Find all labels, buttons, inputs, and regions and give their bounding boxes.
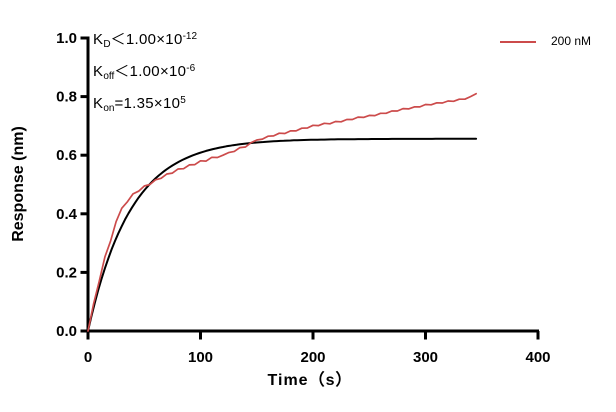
y-axis-title: Response (nm)	[10, 126, 27, 242]
x-tick-label: 400	[525, 349, 550, 366]
k-exponent: -12	[182, 31, 198, 42]
kinetics-annotation: KD＜1.00×10-12 Koff＜1.00×10-6 Kon=1.35×10…	[93, 25, 197, 121]
y-tick-label: 1.0	[56, 30, 77, 47]
kinetics-annotation-line-koff: Koff＜1.00×10-6	[93, 57, 197, 89]
k-exponent: -6	[186, 63, 196, 74]
kinetics-annotation-line-kon: Kon=1.35×105	[93, 89, 197, 121]
k-exponent: 5	[180, 95, 186, 106]
x-tick-label: 0	[84, 349, 92, 366]
y-tick-label: 0.0	[56, 323, 77, 340]
k-subscript: off	[103, 71, 115, 82]
x-tick-label: 100	[188, 349, 213, 366]
k-symbol: K	[93, 31, 104, 48]
y-tick-label: 0.8	[56, 89, 77, 106]
legend-line-200nM	[500, 41, 536, 43]
k-subscript: D	[103, 39, 111, 50]
k-value: =1.35×10	[114, 95, 181, 112]
kinetics-annotation-line-kd: KD＜1.00×10-12	[93, 25, 197, 57]
x-axis-title: Time（s）	[267, 372, 353, 389]
measured-curve-200nM	[87, 92, 477, 332]
y-tick-label: 0.4	[56, 206, 78, 223]
y-tick-label: 0.6	[56, 147, 77, 164]
x-tick-label: 300	[413, 349, 438, 366]
k-symbol: K	[93, 63, 104, 80]
fit-curve	[87, 137, 478, 332]
k-symbol: K	[93, 95, 104, 112]
k-value: ＜1.00×10	[114, 63, 187, 80]
x-tick-label: 200	[300, 349, 325, 366]
legend-label-200nM: 200 nM	[551, 34, 592, 48]
k-subscript: on	[103, 103, 115, 114]
k-value: ＜1.00×10	[110, 31, 183, 48]
y-tick-label: 0.2	[56, 264, 77, 281]
